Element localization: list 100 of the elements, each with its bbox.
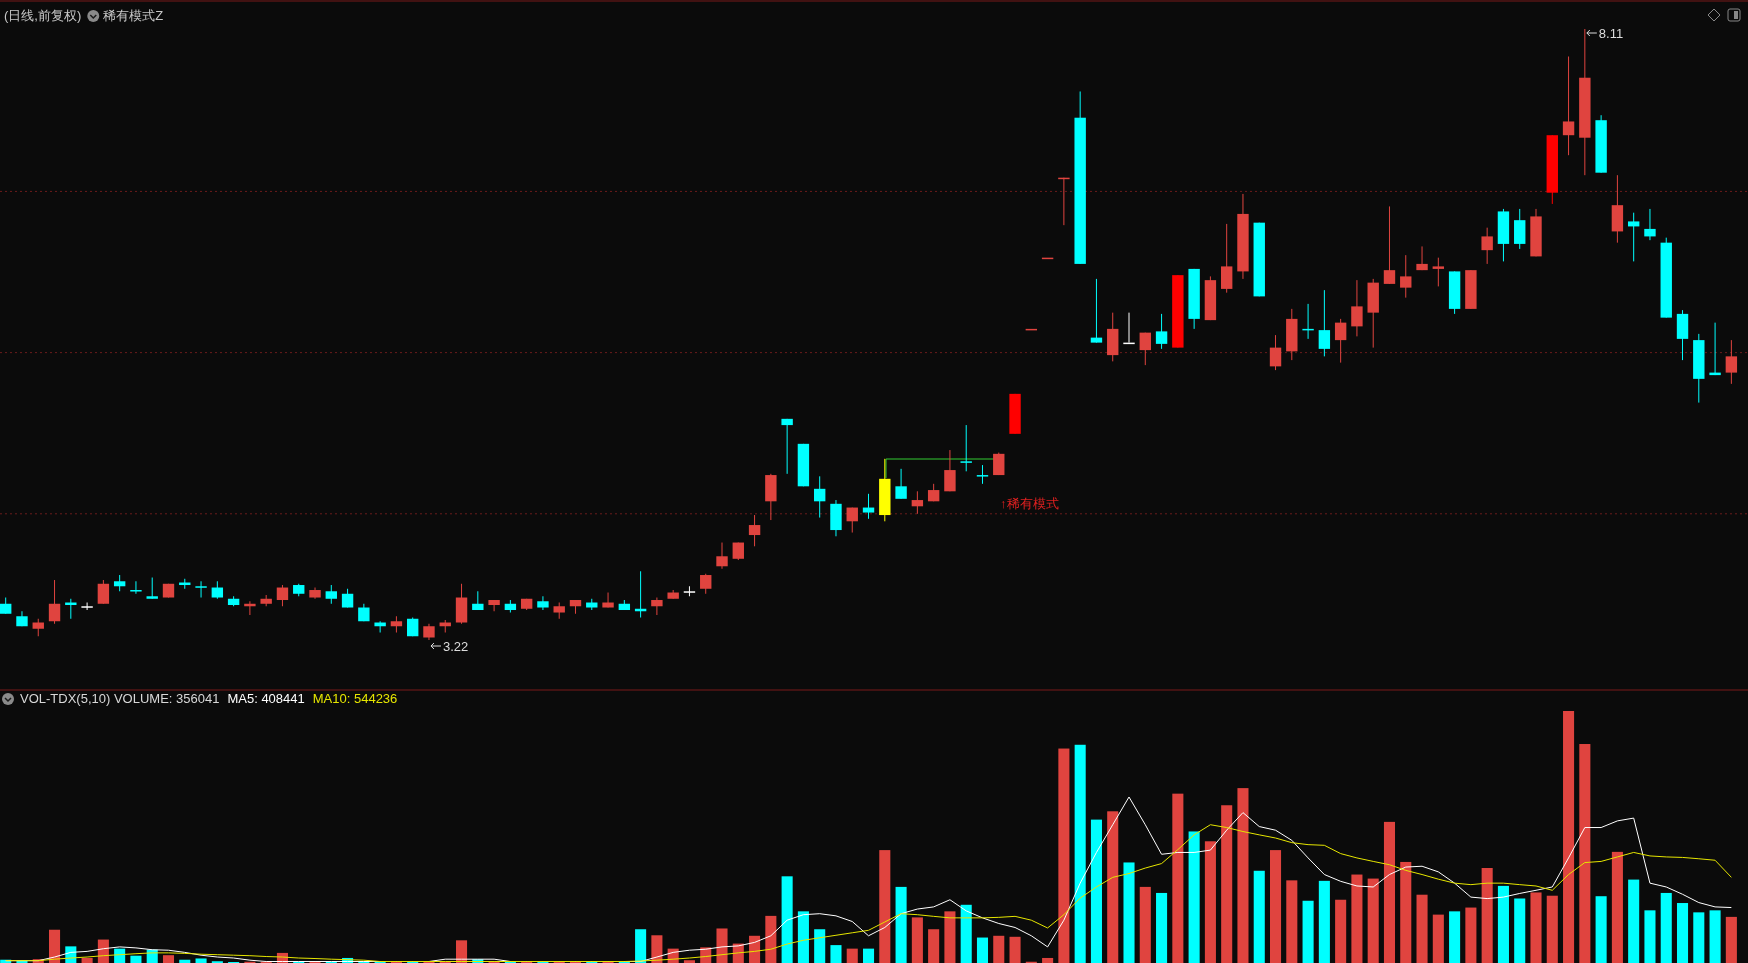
chart-subtitle: 稀有模式Z bbox=[103, 8, 164, 23]
candlestick bbox=[341, 588, 354, 609]
candlestick bbox=[846, 507, 858, 534]
candlestick bbox=[488, 599, 500, 612]
bar bbox=[1318, 880, 1330, 963]
bar bbox=[1090, 819, 1102, 963]
bar bbox=[179, 959, 191, 963]
candlestick bbox=[700, 573, 712, 595]
bar bbox=[1009, 936, 1021, 963]
candlestick bbox=[716, 542, 728, 570]
candlestick bbox=[1562, 55, 1575, 156]
candlestick bbox=[1400, 254, 1412, 299]
bar bbox=[130, 955, 142, 963]
text: MA5: 408441 bbox=[227, 691, 305, 706]
candlestick bbox=[976, 464, 989, 485]
bar bbox=[1139, 886, 1151, 963]
candlestick bbox=[862, 493, 875, 520]
bar bbox=[1709, 910, 1721, 963]
bar bbox=[81, 957, 93, 963]
candlestick bbox=[748, 514, 761, 547]
bar bbox=[1530, 892, 1542, 963]
bar bbox=[1335, 899, 1347, 963]
bar bbox=[1123, 862, 1135, 963]
candlestick bbox=[1514, 208, 1526, 250]
candlestick bbox=[1383, 205, 1396, 285]
candlestick bbox=[781, 418, 793, 475]
bar bbox=[195, 958, 207, 963]
candlestick bbox=[81, 602, 93, 611]
candlestick bbox=[537, 595, 549, 611]
bar bbox=[1432, 914, 1444, 963]
candlestick bbox=[1432, 257, 1445, 287]
bar bbox=[1676, 903, 1689, 963]
candlestick bbox=[97, 579, 110, 605]
bar bbox=[1269, 850, 1282, 963]
candlestick bbox=[1090, 278, 1103, 344]
candlestick bbox=[130, 580, 142, 595]
bar bbox=[1351, 874, 1363, 963]
candlestick bbox=[911, 490, 924, 515]
bar bbox=[1107, 811, 1119, 963]
candlestick bbox=[1139, 332, 1151, 366]
candlestick bbox=[1334, 318, 1347, 364]
bar bbox=[1563, 711, 1575, 963]
bar bbox=[1058, 748, 1070, 963]
bar bbox=[1693, 912, 1705, 963]
candlestick bbox=[1318, 289, 1331, 357]
bar bbox=[830, 945, 842, 963]
bar bbox=[797, 911, 809, 963]
bar bbox=[1237, 788, 1249, 963]
bar bbox=[1611, 851, 1623, 963]
annotation: ↑稀有模式 bbox=[1000, 496, 1059, 511]
bar bbox=[846, 948, 858, 963]
chart-title: (日线,前复权) bbox=[4, 8, 82, 23]
candlestick bbox=[895, 468, 907, 500]
bar bbox=[1286, 880, 1298, 963]
text: MA10: 544236 bbox=[312, 691, 398, 706]
bar bbox=[1644, 910, 1656, 963]
bar bbox=[162, 955, 175, 963]
candlestick bbox=[1725, 339, 1738, 385]
candlestick bbox=[48, 579, 61, 625]
bar bbox=[1497, 885, 1509, 963]
candlestick bbox=[1627, 212, 1640, 262]
bar bbox=[960, 904, 972, 963]
bar bbox=[895, 886, 907, 963]
candlestick bbox=[1644, 208, 1656, 241]
bar bbox=[1449, 911, 1461, 963]
bar bbox=[1172, 793, 1184, 963]
candlestick bbox=[1269, 334, 1282, 371]
bar bbox=[928, 929, 940, 963]
candlestick bbox=[1220, 223, 1233, 294]
annotation: 3.22 bbox=[442, 639, 469, 654]
candlestick bbox=[602, 592, 614, 609]
bar bbox=[456, 940, 468, 963]
bar bbox=[1400, 861, 1412, 963]
bar bbox=[1156, 892, 1168, 963]
bar bbox=[1725, 916, 1737, 963]
bar bbox=[879, 850, 891, 963]
bar bbox=[1465, 907, 1477, 963]
bar bbox=[716, 928, 728, 963]
bar bbox=[1595, 896, 1607, 963]
candlestick bbox=[960, 424, 972, 472]
candlestick bbox=[276, 584, 289, 607]
bar bbox=[1253, 870, 1265, 963]
chart-title: VOL-TDX(5,10) VOLUME: 356041 bbox=[20, 691, 220, 706]
bar bbox=[1579, 744, 1591, 963]
bar bbox=[1481, 868, 1493, 963]
bar bbox=[683, 960, 695, 963]
bar bbox=[781, 876, 793, 963]
candlestick bbox=[325, 584, 337, 605]
bar bbox=[814, 929, 826, 963]
candlestick bbox=[1155, 313, 1168, 350]
bar bbox=[944, 911, 956, 963]
bar bbox=[49, 929, 61, 963]
bar bbox=[1514, 898, 1526, 963]
candlestick bbox=[1351, 279, 1363, 337]
bar bbox=[993, 935, 1005, 963]
bar bbox=[1416, 894, 1428, 963]
bar bbox=[1383, 821, 1396, 963]
bar bbox=[1367, 878, 1379, 963]
bar bbox=[863, 948, 875, 963]
bar bbox=[1546, 895, 1558, 963]
